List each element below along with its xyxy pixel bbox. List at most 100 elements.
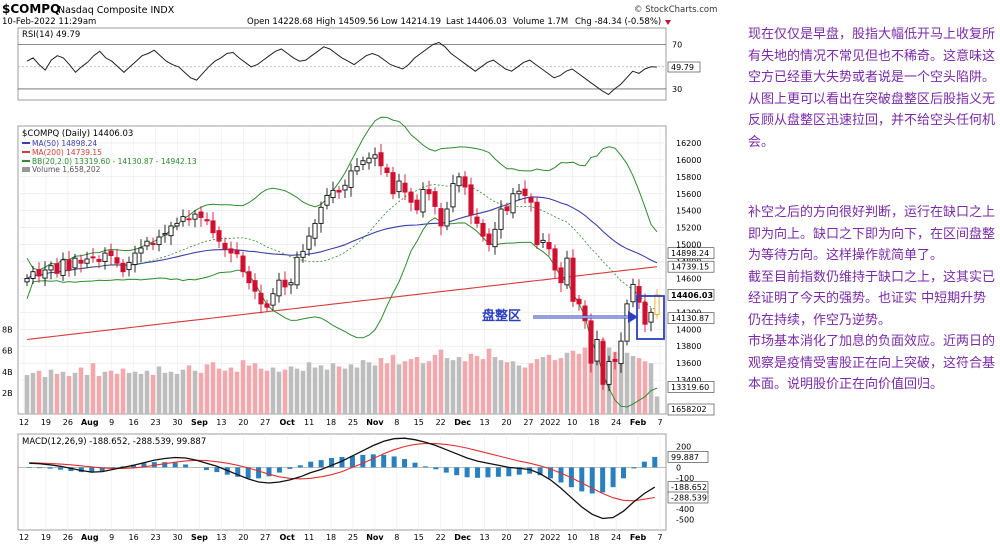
- rsi-tick-label: 70: [672, 41, 682, 50]
- candle-body: [192, 213, 198, 220]
- volume-bar: [330, 363, 336, 414]
- volume-bar: [174, 373, 180, 414]
- candle-body: [138, 247, 144, 254]
- volume-bar: [198, 372, 204, 414]
- price-layer: [24, 116, 660, 408]
- candle-body: [594, 339, 600, 362]
- volume-bar: [354, 367, 360, 414]
- volume-bar: [630, 355, 636, 414]
- volume-bar: [306, 362, 312, 414]
- date-tick-label: 22: [436, 533, 446, 542]
- candle-body: [582, 305, 588, 322]
- candle-body: [366, 157, 372, 164]
- candle-body: [270, 293, 276, 306]
- candle-body: [120, 262, 126, 273]
- candle-body: [540, 239, 546, 243]
- date-tick-label: 11: [304, 533, 314, 542]
- macd-histogram-bar: [130, 464, 136, 468]
- candle-body: [522, 188, 528, 196]
- rsi-title: RSI(14) 49.79: [22, 30, 80, 40]
- date-tick-label: Dec: [454, 533, 471, 542]
- candle-body: [294, 256, 300, 286]
- macd-histogram-bar: [68, 467, 74, 472]
- macd-histogram-bar: [287, 467, 293, 469]
- date-tick-label: 7: [657, 418, 662, 427]
- candle-body: [516, 190, 522, 195]
- volume-bar: [126, 372, 132, 414]
- macd-tick-label: -100: [676, 474, 694, 483]
- candle-body: [606, 361, 612, 385]
- candle-body: [126, 261, 132, 271]
- candle-body: [498, 208, 504, 230]
- candle-body: [156, 236, 162, 246]
- last-price-box: [667, 289, 715, 301]
- date-tick-label: 15: [414, 418, 424, 427]
- macd-layer: [18, 437, 666, 520]
- volume-bar: [168, 371, 174, 414]
- price-tick-label: 16000: [676, 156, 701, 165]
- volume-bar: [522, 367, 528, 414]
- price-tick-label: 15600: [676, 190, 701, 199]
- candle-body: [336, 189, 342, 193]
- date-tick-label: 18: [326, 533, 336, 542]
- date-tick-label: Oct: [279, 533, 295, 542]
- volume-bar: [510, 361, 516, 414]
- macd-histogram-bar: [454, 467, 460, 476]
- volume-bar: [216, 368, 222, 414]
- macd-histogram-bar: [631, 467, 637, 469]
- candle-body: [570, 257, 576, 302]
- volume-tick-label: 6B: [2, 347, 13, 356]
- volume-bar: [516, 365, 522, 414]
- macd-tick-label: 200: [676, 443, 691, 452]
- macd-histogram-bar: [141, 463, 147, 468]
- price-tick-label: 13800: [676, 342, 701, 351]
- date-tick-label: 25: [348, 418, 358, 427]
- macd-tick-label: 0: [676, 463, 681, 472]
- candle-body: [564, 257, 570, 286]
- volume-bar: [246, 365, 252, 414]
- macd-histogram-bar: [266, 467, 272, 477]
- volume-bar: [78, 367, 84, 414]
- candle-body: [654, 294, 660, 315]
- volume-bar: [228, 367, 234, 414]
- quote-volume: Volume 1.7M: [513, 17, 568, 27]
- volume-bar: [72, 372, 78, 414]
- stockcharts-credit: © StockCharts.com: [634, 5, 717, 15]
- candle-body: [330, 189, 336, 199]
- date-tick-label: 15: [414, 533, 424, 542]
- macd-histogram-bar: [256, 467, 262, 479]
- macd-histogram-bar: [589, 467, 595, 494]
- candle-body: [510, 193, 516, 214]
- quote-change: Chg -84.34 (-0.58%): [575, 17, 661, 27]
- date-tick-label: 13: [479, 418, 489, 427]
- candle-body: [492, 228, 498, 248]
- candle-body: [390, 172, 396, 195]
- candle-body: [222, 242, 228, 250]
- macd-signal-line: [29, 442, 655, 502]
- ma200-value-box: [667, 260, 715, 273]
- stock-chart: $COMPQ Nasdaq Composite INDX 10-Feb-2022…: [2, 2, 718, 542]
- candle-body: [612, 358, 618, 362]
- volume-bar: [252, 363, 258, 414]
- date-tick-label: 8: [394, 533, 399, 542]
- candle-body: [624, 303, 630, 342]
- candle-body: [384, 167, 390, 174]
- candle-body: [108, 250, 114, 257]
- macd-histogram-bar: [183, 464, 189, 468]
- price-tick-label: 15200: [676, 224, 701, 233]
- macd-histogram-bar: [308, 461, 314, 468]
- price-tick-label: 14000: [676, 325, 701, 334]
- macd-histogram-bar: [558, 467, 564, 483]
- date-tick-label: Feb: [630, 418, 647, 427]
- volume-bar: [372, 365, 378, 414]
- macd-histogram-bar: [99, 467, 105, 472]
- candle-body: [396, 180, 402, 193]
- volume-bar: [48, 369, 54, 414]
- candle-body: [198, 211, 204, 218]
- date-tick-label: 26: [63, 418, 73, 427]
- chart-symbol: $COMPQ: [2, 2, 60, 16]
- macd-histogram-bar: [548, 467, 554, 479]
- candle-body: [618, 340, 624, 365]
- macd-histogram-bar: [370, 454, 376, 468]
- candle-body: [36, 269, 42, 277]
